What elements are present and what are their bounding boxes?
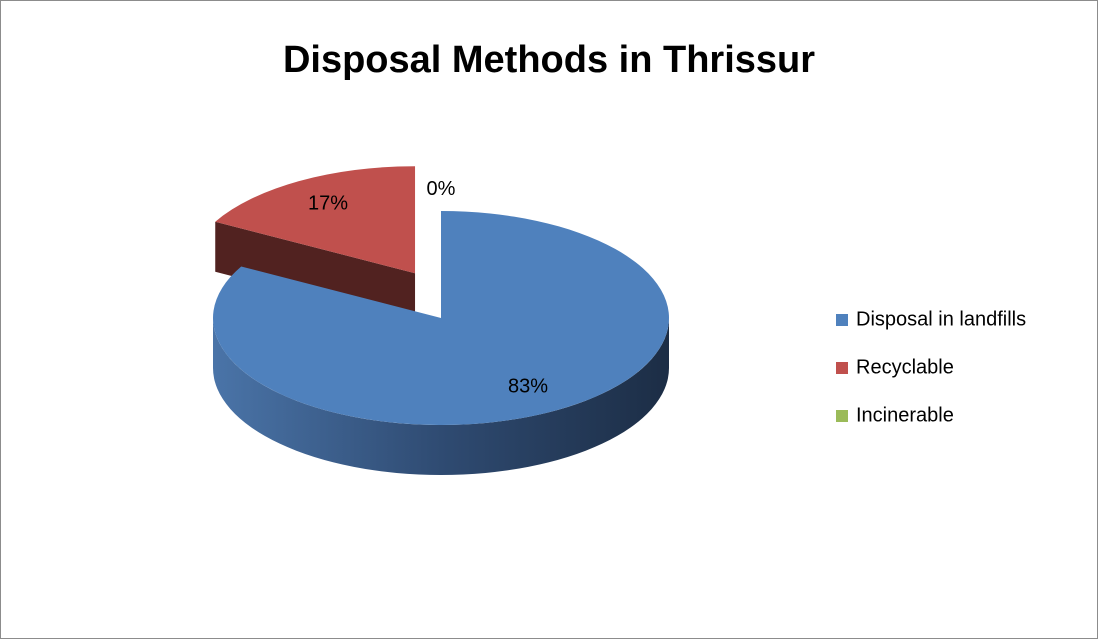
data-label: 0% xyxy=(427,178,456,200)
legend-swatch xyxy=(836,362,848,374)
legend-swatch xyxy=(836,410,848,422)
legend-label: Disposal in landfills xyxy=(856,308,1026,330)
legend-swatch xyxy=(836,314,848,326)
data-label: 83% xyxy=(508,375,548,397)
pie-side xyxy=(213,318,669,475)
legend-label: Recyclable xyxy=(856,356,954,378)
legend-label: Incinerable xyxy=(856,404,954,426)
pie-slice xyxy=(215,166,416,274)
pie-slice xyxy=(212,211,669,425)
chart-title: Disposal Methods in Thrissur xyxy=(283,39,815,81)
pie-wall xyxy=(215,221,416,324)
data-label: 17% xyxy=(308,192,348,214)
